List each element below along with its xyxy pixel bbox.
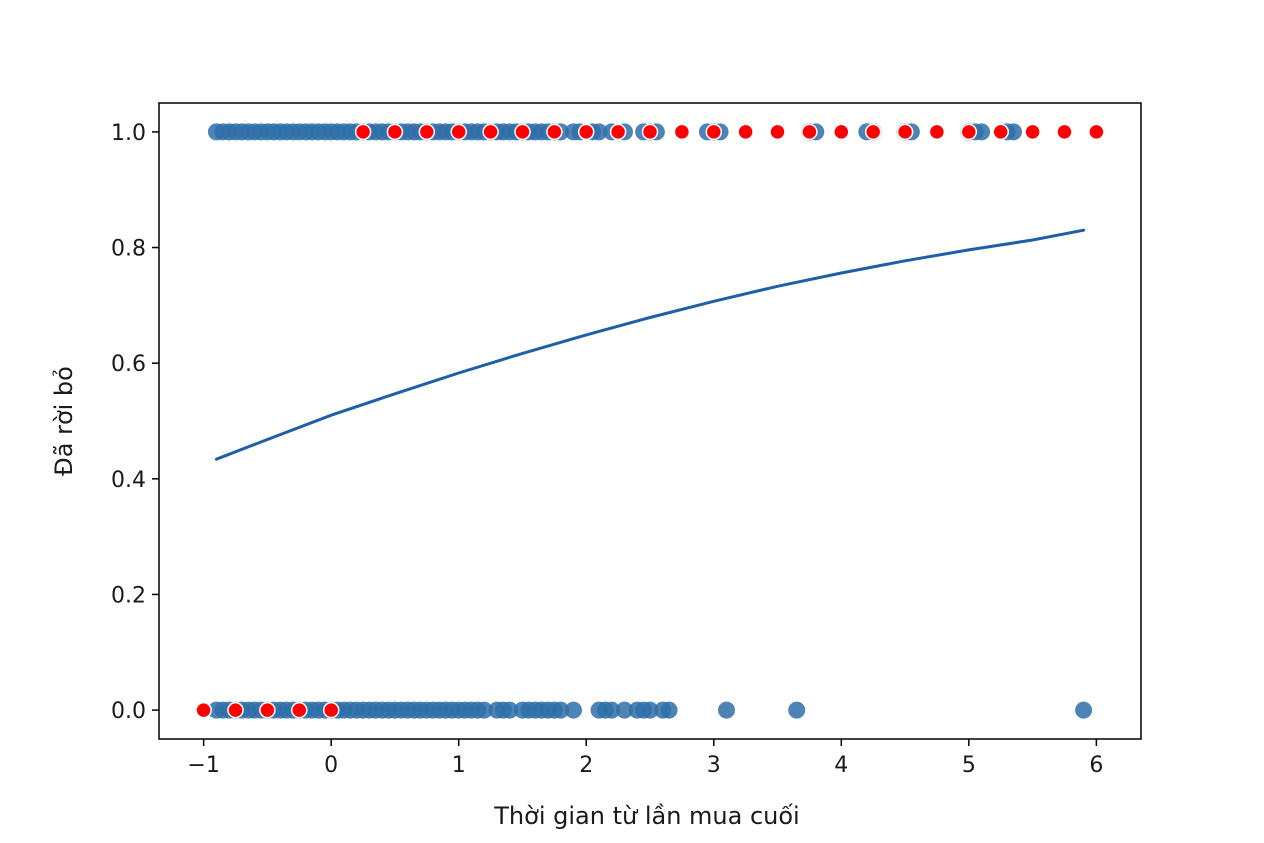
y-axis-label: Đã rời bỏ	[50, 366, 78, 476]
observed-point-churned	[973, 123, 991, 141]
fit-curve	[214, 228, 1086, 461]
predicted-point	[546, 123, 563, 141]
predicted-point	[609, 123, 627, 141]
predicted-point	[705, 123, 723, 141]
observed-point-retained	[660, 701, 678, 719]
predicted-point	[673, 123, 691, 141]
x-axis-label: Thời gian từ lần mua cuối	[493, 802, 799, 830]
x-tick-label: 4	[834, 753, 848, 778]
predicted-point	[259, 701, 276, 719]
predicted-points-layer	[195, 123, 1105, 719]
predicted-point	[1088, 123, 1105, 141]
y-tick-label: 0.4	[111, 468, 146, 493]
observed-point-retained	[641, 701, 659, 719]
fit-curve-layer	[214, 228, 1086, 461]
predicted-point	[322, 701, 340, 719]
observed-point-retained	[603, 701, 621, 719]
predicted-point	[354, 123, 372, 141]
observed-point-churned	[590, 123, 608, 141]
predicted-point	[386, 123, 404, 141]
predicted-point	[577, 123, 595, 141]
predicted-point	[737, 123, 754, 141]
predicted-point	[227, 701, 244, 719]
predicted-point	[418, 123, 436, 141]
y-tick-label: 0.6	[111, 352, 146, 377]
predicted-point	[769, 123, 786, 141]
y-tick-label: 0.2	[111, 583, 146, 608]
x-tick-label: 6	[1089, 753, 1103, 778]
predicted-point	[195, 701, 212, 719]
observed-point-retained	[475, 701, 493, 719]
predicted-point	[1056, 123, 1073, 141]
x-tick-label: 0	[324, 753, 338, 778]
predicted-point	[514, 123, 531, 141]
predicted-point	[864, 123, 882, 141]
predicted-point	[641, 123, 659, 141]
predicted-point	[482, 123, 499, 141]
predicted-point	[1024, 123, 1041, 141]
observed-point-retained	[718, 701, 735, 719]
y-tick-label: 0.8	[111, 237, 146, 262]
predicted-point	[291, 701, 308, 719]
axes-frame	[158, 102, 1142, 740]
observed-point-churned	[1005, 123, 1022, 141]
predicted-point	[960, 123, 978, 141]
predicted-point	[896, 123, 914, 141]
predicted-point	[801, 123, 818, 141]
predicted-point	[833, 123, 850, 141]
x-tick-label: −1	[187, 753, 219, 778]
predicted-point	[928, 123, 946, 141]
predicted-point	[992, 123, 1009, 141]
observed-point-retained	[552, 701, 570, 719]
y-tick-label: 0.0	[111, 699, 146, 724]
x-tick-label: 5	[962, 753, 976, 778]
x-tick-label: 1	[452, 753, 466, 778]
observed-point-retained	[501, 701, 519, 719]
plot-area	[159, 103, 1141, 739]
x-tick-label: 2	[579, 753, 593, 778]
observed-point-retained	[565, 701, 582, 719]
x-axis-ticks: −1 0 1 2 3 4 5 6	[187, 739, 1103, 778]
x-tick-label: 3	[707, 753, 721, 778]
predicted-point	[450, 123, 467, 141]
y-axis-ticks: 0.0 0.2 0.4 0.6 0.8 1.0	[111, 121, 159, 724]
observed-point-retained	[616, 701, 633, 719]
y-tick-label: 1.0	[111, 121, 146, 146]
observed-point-retained	[788, 701, 806, 719]
observed-point-retained	[1075, 701, 1093, 719]
